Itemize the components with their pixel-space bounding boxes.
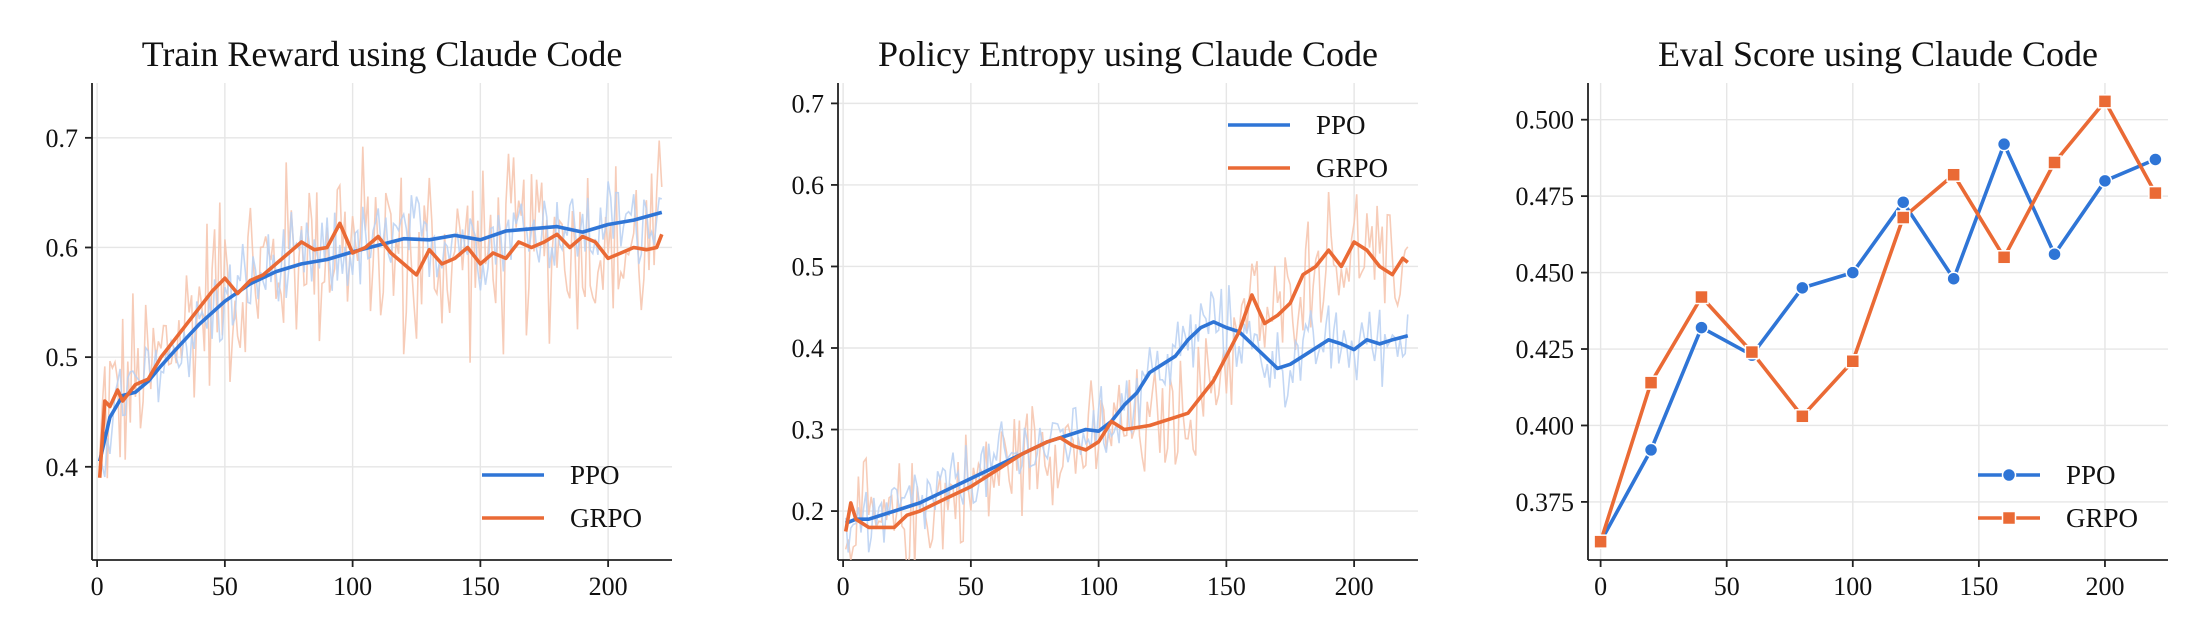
legend: PPO GRPO <box>1978 460 2138 533</box>
chart-title: Train Reward using Claude Code <box>142 34 623 74</box>
data-point-grpo <box>2097 94 2113 109</box>
x-tick-label: 200 <box>2085 572 2124 601</box>
data-point-ppo <box>2097 173 2113 189</box>
x-tick-label: 0 <box>91 572 104 601</box>
legend-label-grpo: GRPO <box>2066 503 2138 533</box>
chart-title: Eval Score using Claude Code <box>1658 34 2098 74</box>
x-tick-label: 100 <box>1833 572 1872 601</box>
data-point-ppo <box>2148 152 2163 167</box>
y-tick-label: 0.4 <box>46 453 79 482</box>
x-tick-label: 50 <box>958 572 984 601</box>
y-tick-label: 0.500 <box>1516 106 1575 135</box>
x-tick-label: 100 <box>1079 572 1118 601</box>
series-line-ppo <box>845 320 1409 525</box>
y-tick-label: 0.5 <box>46 343 79 372</box>
data-point-ppo <box>1946 271 1961 286</box>
y-tick-label: 0.6 <box>792 171 825 200</box>
chart-panel-2: 0 50 100 150 200 0.2 0.3 0.4 0.5 0.6 0.7 Policy Ent… <box>792 34 1418 601</box>
series-line-grpo <box>843 240 1409 532</box>
legend-label-ppo: PPO <box>2066 460 2116 490</box>
legend-marker <box>2001 467 2017 483</box>
x-tick-label: 200 <box>589 572 628 601</box>
legend-marker <box>2001 510 2017 526</box>
raw-trace-ppo <box>844 285 1409 553</box>
x-tick-label: 0 <box>837 572 850 601</box>
legend-label-grpo: GRPO <box>570 503 642 533</box>
data-point-ppo <box>1694 320 1709 335</box>
chart-title: Policy Entropy using Claude Code <box>878 34 1378 74</box>
y-tick-label: 0.3 <box>792 416 825 445</box>
plot-area <box>1598 99 2157 543</box>
data-point-grpo <box>1845 354 1861 369</box>
y-tick-label: 0.475 <box>1516 182 1575 211</box>
y-tick-label: 0.7 <box>46 124 79 153</box>
x-tick-label: 50 <box>1714 572 1740 601</box>
data-point-grpo <box>1946 167 1961 182</box>
y-tick-label: 0.6 <box>46 233 79 262</box>
x-tick-label: 200 <box>1335 572 1374 601</box>
data-point-ppo <box>1795 280 1810 296</box>
plot-area <box>843 191 1409 560</box>
x-tick-label: 0 <box>1594 572 1607 601</box>
data-point-grpo <box>1643 375 1659 390</box>
data-point-grpo <box>1895 210 1911 225</box>
y-tick-label: 0.5 <box>792 252 825 281</box>
y-tick-label: 0.4 <box>792 334 825 363</box>
raw-trace-grpo <box>98 140 663 479</box>
y-tick-label: 0.400 <box>1516 411 1575 440</box>
data-point-grpo <box>1694 289 1709 305</box>
y-tick-label: 0.375 <box>1516 488 1575 517</box>
legend-label-ppo: PPO <box>570 460 620 490</box>
data-point-grpo <box>2047 155 2062 170</box>
chart-panel-3: 0 50 100 150 200 0.375 0.400 0.425 0.450 0.475 0.5… <box>1516 34 2168 601</box>
x-tick-label: 50 <box>212 572 238 601</box>
series-line-grpo <box>97 221 664 478</box>
data-point-ppo <box>1643 442 1659 458</box>
data-point-ppo <box>2047 246 2062 262</box>
plot-area <box>97 140 664 479</box>
legend: PPO GRPO <box>1228 110 1388 183</box>
data-point-ppo <box>1895 195 1911 210</box>
series-line-ppo <box>1599 142 2157 543</box>
legend-label-grpo: GRPO <box>1316 153 1388 183</box>
legend: PPO GRPO <box>482 460 642 533</box>
data-point-grpo <box>1593 534 1608 549</box>
data-point-ppo <box>1845 265 1861 280</box>
x-tick-label: 150 <box>461 572 500 601</box>
y-tick-label: 0.7 <box>792 89 825 118</box>
y-tick-label: 0.425 <box>1516 335 1575 364</box>
y-tick-label: 0.450 <box>1516 259 1575 288</box>
y-tick-label: 0.2 <box>792 497 825 526</box>
x-tick-label: 150 <box>1207 572 1246 601</box>
data-point-ppo <box>1996 136 2012 152</box>
data-point-grpo <box>2148 185 2163 201</box>
data-point-grpo <box>1744 344 1760 360</box>
data-point-grpo <box>1795 409 1810 424</box>
x-tick-label: 100 <box>333 572 372 601</box>
raw-trace-grpo <box>844 191 1409 560</box>
series-line-grpo <box>1598 99 2157 543</box>
legend-label-ppo: PPO <box>1316 110 1366 140</box>
chart-panel-1: 0 50 100 150 200 0.4 0.5 0.6 0.7 Train Reward usi… <box>46 34 672 601</box>
data-point-grpo <box>1996 250 2012 265</box>
x-tick-label: 150 <box>1959 572 1998 601</box>
